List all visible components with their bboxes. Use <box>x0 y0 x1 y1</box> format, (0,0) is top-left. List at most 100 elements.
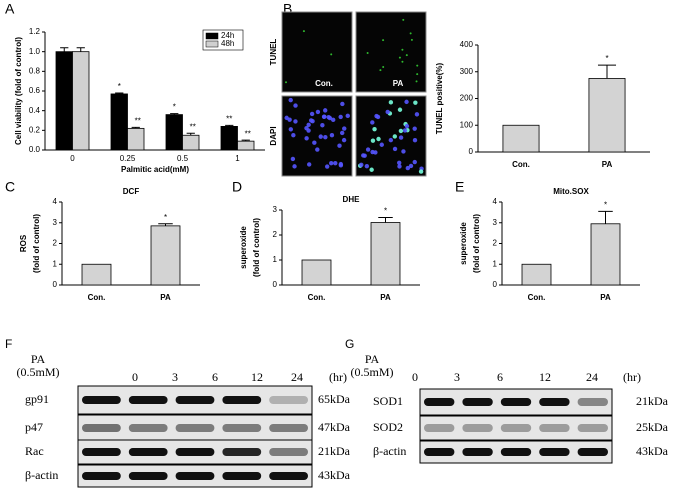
protein-label: p47 <box>25 420 43 434</box>
error-bar <box>597 64 617 79</box>
band <box>462 448 493 456</box>
band <box>269 448 308 456</box>
nucleus <box>398 128 404 134</box>
nucleus <box>410 38 413 41</box>
bar <box>588 78 626 153</box>
panel-letter: F <box>5 337 12 351</box>
y-tick-label: 0.8 <box>29 66 41 75</box>
nucleus <box>304 136 309 141</box>
x-tick-label: 0.25 <box>120 154 136 163</box>
nucleus <box>388 100 394 105</box>
panel-letter: A <box>5 1 15 17</box>
nucleus <box>288 97 293 103</box>
nucleus <box>293 119 298 124</box>
nucleus <box>404 99 409 105</box>
x-tick-label: 0.5 <box>177 154 189 163</box>
unit-label: (hr) <box>329 370 347 384</box>
nucleus <box>323 134 328 140</box>
x-tick-label: PA <box>380 293 391 302</box>
significance: * <box>173 103 176 112</box>
bar <box>127 127 145 151</box>
significance: ** <box>135 116 141 125</box>
nucleus <box>416 64 419 67</box>
nucleus <box>322 114 327 119</box>
band <box>175 424 215 432</box>
nucleus <box>337 143 342 148</box>
band <box>82 424 121 432</box>
y-tick-label: 0.6 <box>29 86 41 95</box>
nucleus <box>293 103 298 108</box>
lane-label: 6 <box>497 370 503 384</box>
error-bar <box>378 217 393 223</box>
bar <box>81 263 112 286</box>
blot: G PA(0.5mM) 0 3 6 12 24 (hr) SOD1 21kDa SOD2 25kDa β… <box>345 337 669 464</box>
nucleus <box>372 126 377 132</box>
blot: F PA(0.5mM) 0 3 6 12 24 (hr) gp91 65kDa p47 47kDa Ra… <box>5 337 351 488</box>
nucleus <box>362 153 367 158</box>
band <box>424 424 455 432</box>
band <box>175 396 215 404</box>
nucleus <box>414 112 420 117</box>
nucleus <box>315 109 321 115</box>
lane-label: 0 <box>132 370 138 384</box>
nucleus <box>308 118 314 123</box>
nucleus <box>382 65 385 68</box>
lane-label: 3 <box>454 370 460 384</box>
error-bar <box>115 92 124 94</box>
lane-label: 12 <box>539 370 551 384</box>
nucleus <box>340 101 345 107</box>
band <box>500 424 532 432</box>
nucleus <box>333 160 338 166</box>
band <box>462 398 493 406</box>
nucleus <box>304 125 309 131</box>
nucleus <box>284 115 289 121</box>
size-label: 25kDa <box>636 420 669 434</box>
x-tick-label: PA <box>600 293 611 302</box>
nucleus <box>359 162 364 168</box>
nucleus <box>392 146 398 152</box>
band <box>128 396 168 404</box>
treatment-label: (0.5mM) <box>351 365 394 379</box>
y-tick-label: 4 <box>493 197 498 206</box>
nucleus <box>392 134 398 139</box>
lane-label: 24 <box>291 370 303 384</box>
nucleus <box>404 123 410 129</box>
x-axis-label: Palmitic acid(mM) <box>121 165 189 174</box>
size-label: 47kDa <box>318 420 351 434</box>
bar <box>165 114 183 151</box>
y-axis-label: superoxide <box>239 226 248 269</box>
nucleus <box>415 80 418 83</box>
y-tick-label: 1 <box>53 259 58 268</box>
band <box>269 424 308 432</box>
x-tick-label: 0 <box>70 154 75 163</box>
nucleus <box>292 164 297 169</box>
panel-letter: C <box>5 179 15 195</box>
nucleus <box>401 149 406 154</box>
x-tick-label: Con. <box>88 293 106 302</box>
significance: ** <box>245 129 251 138</box>
nucleus <box>341 137 347 143</box>
nucleus <box>318 134 323 139</box>
band <box>424 398 455 406</box>
y-axis-label: ROS <box>19 234 28 252</box>
lane-label: 0 <box>412 370 418 384</box>
nucleus <box>412 159 417 165</box>
nucleus <box>418 169 424 174</box>
nucleus <box>412 126 417 131</box>
band <box>577 448 608 456</box>
nucleus <box>375 114 381 120</box>
bar <box>110 93 128 151</box>
band <box>269 472 308 480</box>
lane-label: 3 <box>172 370 178 384</box>
bar <box>521 263 552 286</box>
nucleus <box>401 48 404 51</box>
y-tick-label: 0.4 <box>29 106 41 115</box>
band <box>462 424 493 432</box>
nucleus <box>306 122 311 127</box>
nucleus <box>288 127 294 132</box>
nucleus <box>413 100 418 105</box>
error-bar <box>158 223 173 226</box>
lane-label: 24 <box>586 370 598 384</box>
y-tick-label: 200 <box>460 94 474 103</box>
y-tick-label: 1.2 <box>29 27 41 36</box>
